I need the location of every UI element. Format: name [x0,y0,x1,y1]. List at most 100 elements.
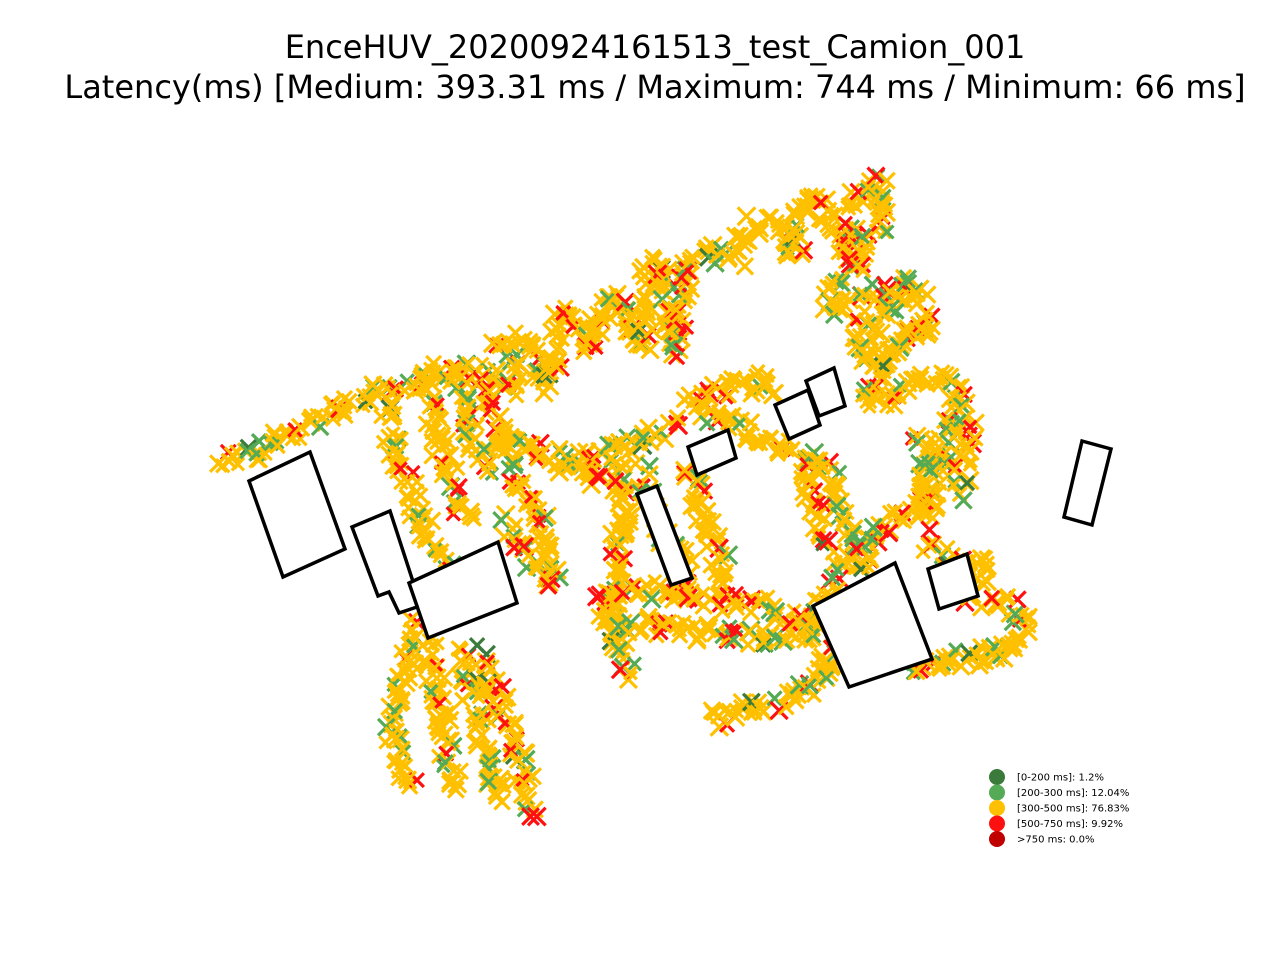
latency-point [479,772,499,792]
latency-point [857,312,876,331]
latency-point [493,677,513,697]
latency-point [528,341,547,360]
building-outline [803,365,848,419]
latency-point [675,464,694,482]
latency-point [397,383,413,399]
latency-point [853,227,872,247]
latency-point [728,596,745,613]
latency-point [946,478,961,493]
latency-point [309,407,325,423]
latency-point [468,715,487,734]
latency-point [626,656,643,672]
latency-point [478,682,496,700]
latency-point [1019,623,1039,642]
latency-point [399,659,418,679]
latency-point [866,166,886,186]
latency-point [526,806,547,827]
latency-point [732,226,749,244]
latency-point [869,211,888,229]
latency-point [508,387,525,404]
latency-point [257,446,273,462]
latency-point [684,248,701,266]
latency-point [712,550,730,568]
latency-point [250,432,268,450]
latency-point [622,665,638,681]
building-outline [246,449,348,580]
latency-point [797,618,815,637]
latency-point [508,750,528,770]
latency-point [555,332,571,348]
building-outline [406,539,520,641]
latency-point [700,621,718,639]
latency-point [731,372,751,393]
latency-point [839,290,860,310]
legend: [0-200 ms]: 1.2% [200-300 ms]: 12.04% [300… [989,769,1129,847]
latency-point [711,567,729,585]
latency-point [523,489,539,504]
latency-point [455,408,473,426]
latency-point [999,587,1017,605]
latency-point [405,464,421,480]
latency-point [963,454,978,469]
latency-point [403,622,420,639]
latency-point [741,413,761,432]
latency-point [588,339,604,356]
latency-point [398,770,418,790]
latency-point [815,651,834,671]
latency-point [340,392,358,410]
latency-point [430,408,448,425]
latency-point [505,356,524,375]
latency-point [615,549,634,568]
latency-point [492,510,511,530]
latency-point [783,443,799,459]
legend-label: [300-500 ms]: 76.83% [1017,804,1129,815]
latency-point [422,511,442,531]
latency-point [911,365,931,384]
latency-point [681,251,701,271]
latency-point [384,408,401,425]
latency-point [460,433,480,454]
latency-point [640,339,660,360]
latency-point [668,408,687,427]
latency-point [552,340,568,355]
latency-point [529,447,549,467]
latency-point [449,477,468,496]
building-outline [349,508,420,616]
latency-point [738,621,759,642]
latency-point [678,588,698,608]
latency-point [868,390,887,409]
latency-point [504,450,523,469]
latency-point [953,436,968,452]
latency-point [823,206,840,223]
latency-point [934,370,950,386]
latency-point [435,668,454,688]
building-outline [925,551,981,612]
latency-point [628,316,648,336]
latency-point [466,709,487,730]
latency-point [716,702,733,719]
latency-point [824,542,844,562]
latency-point [669,616,686,633]
latency-point [539,576,558,595]
latency-point [914,322,934,342]
latency-point [385,729,405,749]
latency-point [411,381,428,398]
latency-point [292,431,308,447]
latency-point [818,530,839,551]
latency-point [487,784,504,802]
latency-point [925,320,942,336]
latency-point [735,257,755,276]
latency-point [1005,639,1024,658]
latency-point [948,423,967,442]
latency-point [821,217,842,238]
latency-point [506,479,525,498]
latency-point [643,320,662,339]
latency-point [223,446,242,465]
legend-marker [989,769,1005,785]
latency-point [810,495,827,512]
latency-point [879,224,895,240]
latency-point [823,568,842,587]
legend-label: >750 ms: 0.0% [1017,835,1095,846]
latency-point [849,257,867,275]
latency-point [513,330,534,351]
